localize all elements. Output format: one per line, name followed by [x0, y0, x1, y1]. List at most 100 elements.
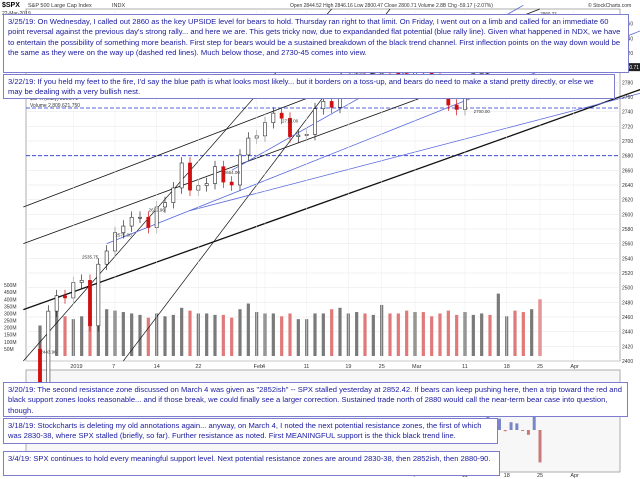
- price-axis-tick: 2620: [622, 198, 633, 204]
- candle-body: [138, 216, 142, 219]
- date-axis-tick: 25: [379, 364, 385, 370]
- volume-axis-tick: 400M: [4, 297, 17, 303]
- candle-body: [229, 181, 234, 186]
- volume-bar: [421, 312, 425, 356]
- price-axis-tick: 2760: [622, 95, 633, 101]
- candle-body: [329, 101, 334, 108]
- volume-bar: [296, 319, 300, 356]
- price-annotation: 2576.00: [115, 232, 132, 237]
- candle-body: [221, 166, 226, 183]
- volume-bar: [230, 317, 234, 356]
- note-3-20: 3/20/19: The second resistance zone disc…: [3, 382, 628, 417]
- date-axis-tick: 14: [154, 364, 160, 370]
- candle-body: [238, 154, 242, 186]
- volume-bar: [288, 313, 292, 356]
- candle-body: [271, 112, 276, 123]
- volume-bar: [438, 313, 442, 356]
- price-axis-tick: 2740: [622, 110, 633, 116]
- legend-volume: Volume 2,809,621,750: [30, 103, 80, 109]
- candle-body: [63, 295, 67, 299]
- channel-lower-thick: [23, 89, 640, 311]
- price-axis-tick: 2480: [622, 300, 633, 306]
- candle-body: [104, 250, 109, 265]
- momentum-bar: [521, 430, 525, 431]
- price-annotation: 2535.75: [82, 254, 99, 259]
- date-axis-tick: 11: [304, 364, 310, 370]
- volume-bar: [496, 293, 500, 356]
- volume-bar: [138, 314, 142, 356]
- volume-axis-tick: 450M: [4, 290, 17, 296]
- volume-bar: [171, 314, 175, 356]
- volume-axis-tick: 250M: [4, 319, 17, 325]
- price-axis-tick: 2460: [622, 315, 633, 321]
- lower-axis-tick: Apr: [570, 473, 579, 479]
- candle-body: [163, 202, 167, 208]
- candle-body: [54, 295, 59, 312]
- date-axis-tick: 11: [462, 364, 468, 370]
- candle-body: [313, 108, 317, 135]
- momentum-bar: [503, 430, 507, 432]
- note-3-25: 3/25/19: On Wednesday, I called out 2860…: [3, 14, 629, 73]
- volume-axis-tick: 50M: [4, 347, 14, 353]
- volume-bar: [105, 309, 109, 356]
- legend-price: $SPX (Daily) 2800.71: [30, 96, 78, 102]
- volume-bar: [38, 325, 42, 356]
- volume-bar: [221, 314, 225, 356]
- volume-bar: [455, 314, 459, 356]
- price-axis-tick: 2640: [622, 183, 633, 189]
- price-axis-tick: 2440: [622, 330, 633, 336]
- candle-body: [121, 225, 126, 233]
- candle-body: [79, 280, 84, 283]
- candle-body: [96, 263, 101, 327]
- volume-bar: [188, 310, 192, 356]
- current-price-label: 2800.71: [621, 65, 639, 71]
- exchange-code: INDX: [112, 3, 125, 9]
- volume-bar: [430, 316, 434, 356]
- candle-body: [296, 134, 301, 137]
- price-axis-tick: 2500: [622, 286, 633, 292]
- volume-bar: [480, 313, 484, 356]
- volume-bar: [388, 313, 392, 356]
- volume-bar: [163, 316, 167, 356]
- volume-axis-tick: 350M: [4, 304, 17, 310]
- date-axis-tick: Feb: [254, 364, 263, 370]
- price-axis-tick: 2560: [622, 242, 633, 248]
- ticker-title: $SPX: [2, 2, 20, 9]
- candle-body: [246, 137, 251, 156]
- date-axis-tick: 22: [195, 364, 201, 370]
- candle-body: [146, 216, 151, 228]
- price-axis-tick: 2420: [622, 344, 633, 350]
- price-axis-tick: 2540: [622, 256, 633, 262]
- note-3-04: 3/4/19: SPX continues to hold every mean…: [3, 451, 500, 476]
- source-credit: © StockCharts.com: [588, 2, 631, 9]
- volume-bar: [488, 314, 492, 356]
- momentum-bar: [515, 423, 519, 430]
- volume-bar: [355, 312, 359, 356]
- candle-body: [88, 280, 92, 327]
- candle-body: [188, 162, 192, 191]
- candle-body: [454, 104, 459, 110]
- momentum-bar: [526, 430, 530, 435]
- index-name: S&P 500 Large Cap Index: [28, 3, 92, 9]
- price-axis-tick: 2400: [622, 359, 633, 365]
- price-axis-tick: 2580: [622, 227, 633, 233]
- date-axis-tick: 19: [345, 364, 351, 370]
- volume-bar: [271, 313, 275, 356]
- volume-bar: [338, 307, 342, 356]
- volume-bar: [205, 313, 209, 356]
- price-annotation: 2664.00: [224, 170, 241, 175]
- current-price-tag: [620, 63, 640, 72]
- candle-body: [171, 187, 176, 203]
- momentum-bar: [497, 418, 501, 430]
- candle-body: [179, 162, 184, 189]
- volume-bar: [521, 312, 525, 356]
- price-annotation: 2700.00: [474, 109, 491, 114]
- volume-bar: [471, 314, 475, 356]
- volume-bar: [180, 307, 184, 356]
- volume-bar: [130, 313, 134, 356]
- price-axis-tick: 2720: [622, 124, 633, 130]
- price-annotation: 2612.96: [149, 207, 166, 212]
- lower-axis-tick: 18: [504, 473, 510, 479]
- date-axis-tick: 4: [262, 364, 265, 370]
- candle-body: [321, 101, 326, 110]
